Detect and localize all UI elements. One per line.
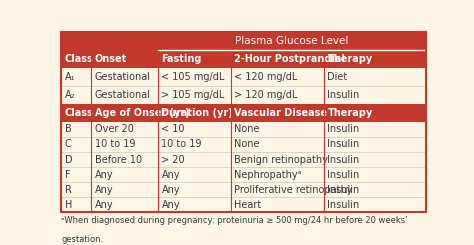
Text: Therapy: Therapy xyxy=(328,54,373,64)
Text: Any: Any xyxy=(162,200,180,210)
Bar xyxy=(61,137,426,152)
Text: < 120 mg/dL: < 120 mg/dL xyxy=(234,72,298,82)
Text: Therapy: Therapy xyxy=(328,108,373,118)
Text: 2-Hour Postprandial: 2-Hour Postprandial xyxy=(234,54,345,64)
Text: A₂: A₂ xyxy=(65,90,75,100)
Text: Insulin: Insulin xyxy=(328,185,360,195)
Text: Over 20: Over 20 xyxy=(95,124,134,135)
Text: H: H xyxy=(65,200,72,210)
Text: > 20: > 20 xyxy=(162,155,185,165)
Text: Proliferative retinopathy: Proliferative retinopathy xyxy=(234,185,353,195)
Text: A₁: A₁ xyxy=(65,72,75,82)
Text: Insulin: Insulin xyxy=(328,155,360,165)
Bar xyxy=(61,32,426,50)
Text: Duration (yr): Duration (yr) xyxy=(162,108,233,118)
Text: D: D xyxy=(65,155,73,165)
Text: Age of Onset (yr): Age of Onset (yr) xyxy=(95,108,189,118)
Bar xyxy=(61,122,426,137)
Bar xyxy=(61,50,426,68)
Bar xyxy=(61,152,426,167)
Text: R: R xyxy=(65,185,72,195)
Text: 10 to 19: 10 to 19 xyxy=(95,139,135,149)
Text: Insulin: Insulin xyxy=(328,139,360,149)
Bar xyxy=(61,167,426,182)
Text: None: None xyxy=(234,124,260,135)
Bar xyxy=(61,68,426,86)
Text: Gestational: Gestational xyxy=(95,90,151,100)
Text: < 105 mg/dL: < 105 mg/dL xyxy=(162,72,225,82)
Text: Insulin: Insulin xyxy=(328,170,360,180)
Text: C: C xyxy=(65,139,72,149)
Text: Insulin: Insulin xyxy=(328,124,360,135)
Text: Gestational: Gestational xyxy=(95,72,151,82)
Text: Onset: Onset xyxy=(95,54,127,64)
Text: Nephropathyᵃ: Nephropathyᵃ xyxy=(234,170,302,180)
Text: Plasma Glucose Level: Plasma Glucose Level xyxy=(235,36,348,46)
Text: Vascular Disease: Vascular Disease xyxy=(234,108,328,118)
Text: < 10: < 10 xyxy=(162,124,185,135)
Text: ᵃWhen diagnosed during pregnancy: proteinuria ≥ 500 mg/24 hr before 20 weeks’: ᵃWhen diagnosed during pregnancy: protei… xyxy=(61,216,408,225)
Text: 10 to 19: 10 to 19 xyxy=(162,139,202,149)
Text: > 120 mg/dL: > 120 mg/dL xyxy=(234,90,298,100)
Text: gestation.: gestation. xyxy=(61,235,103,244)
Text: > 105 mg/dL: > 105 mg/dL xyxy=(162,90,225,100)
Text: Before 10: Before 10 xyxy=(95,155,142,165)
Text: Any: Any xyxy=(162,185,180,195)
Text: Insulin: Insulin xyxy=(328,90,360,100)
Text: Any: Any xyxy=(95,185,113,195)
Bar xyxy=(61,86,426,104)
Text: F: F xyxy=(65,170,70,180)
Text: Diet: Diet xyxy=(328,72,347,82)
Text: Any: Any xyxy=(162,170,180,180)
Text: Any: Any xyxy=(95,170,113,180)
Text: Heart: Heart xyxy=(234,200,262,210)
Text: Class: Class xyxy=(65,54,93,64)
Bar xyxy=(61,197,426,212)
Bar xyxy=(61,182,426,197)
Text: Benign retinopathy: Benign retinopathy xyxy=(234,155,328,165)
Text: Fasting: Fasting xyxy=(162,54,202,64)
Bar xyxy=(61,104,426,122)
Text: Class: Class xyxy=(65,108,93,118)
Text: Insulin: Insulin xyxy=(328,200,360,210)
Text: B: B xyxy=(65,124,72,135)
Text: Any: Any xyxy=(95,200,113,210)
Text: None: None xyxy=(234,139,260,149)
